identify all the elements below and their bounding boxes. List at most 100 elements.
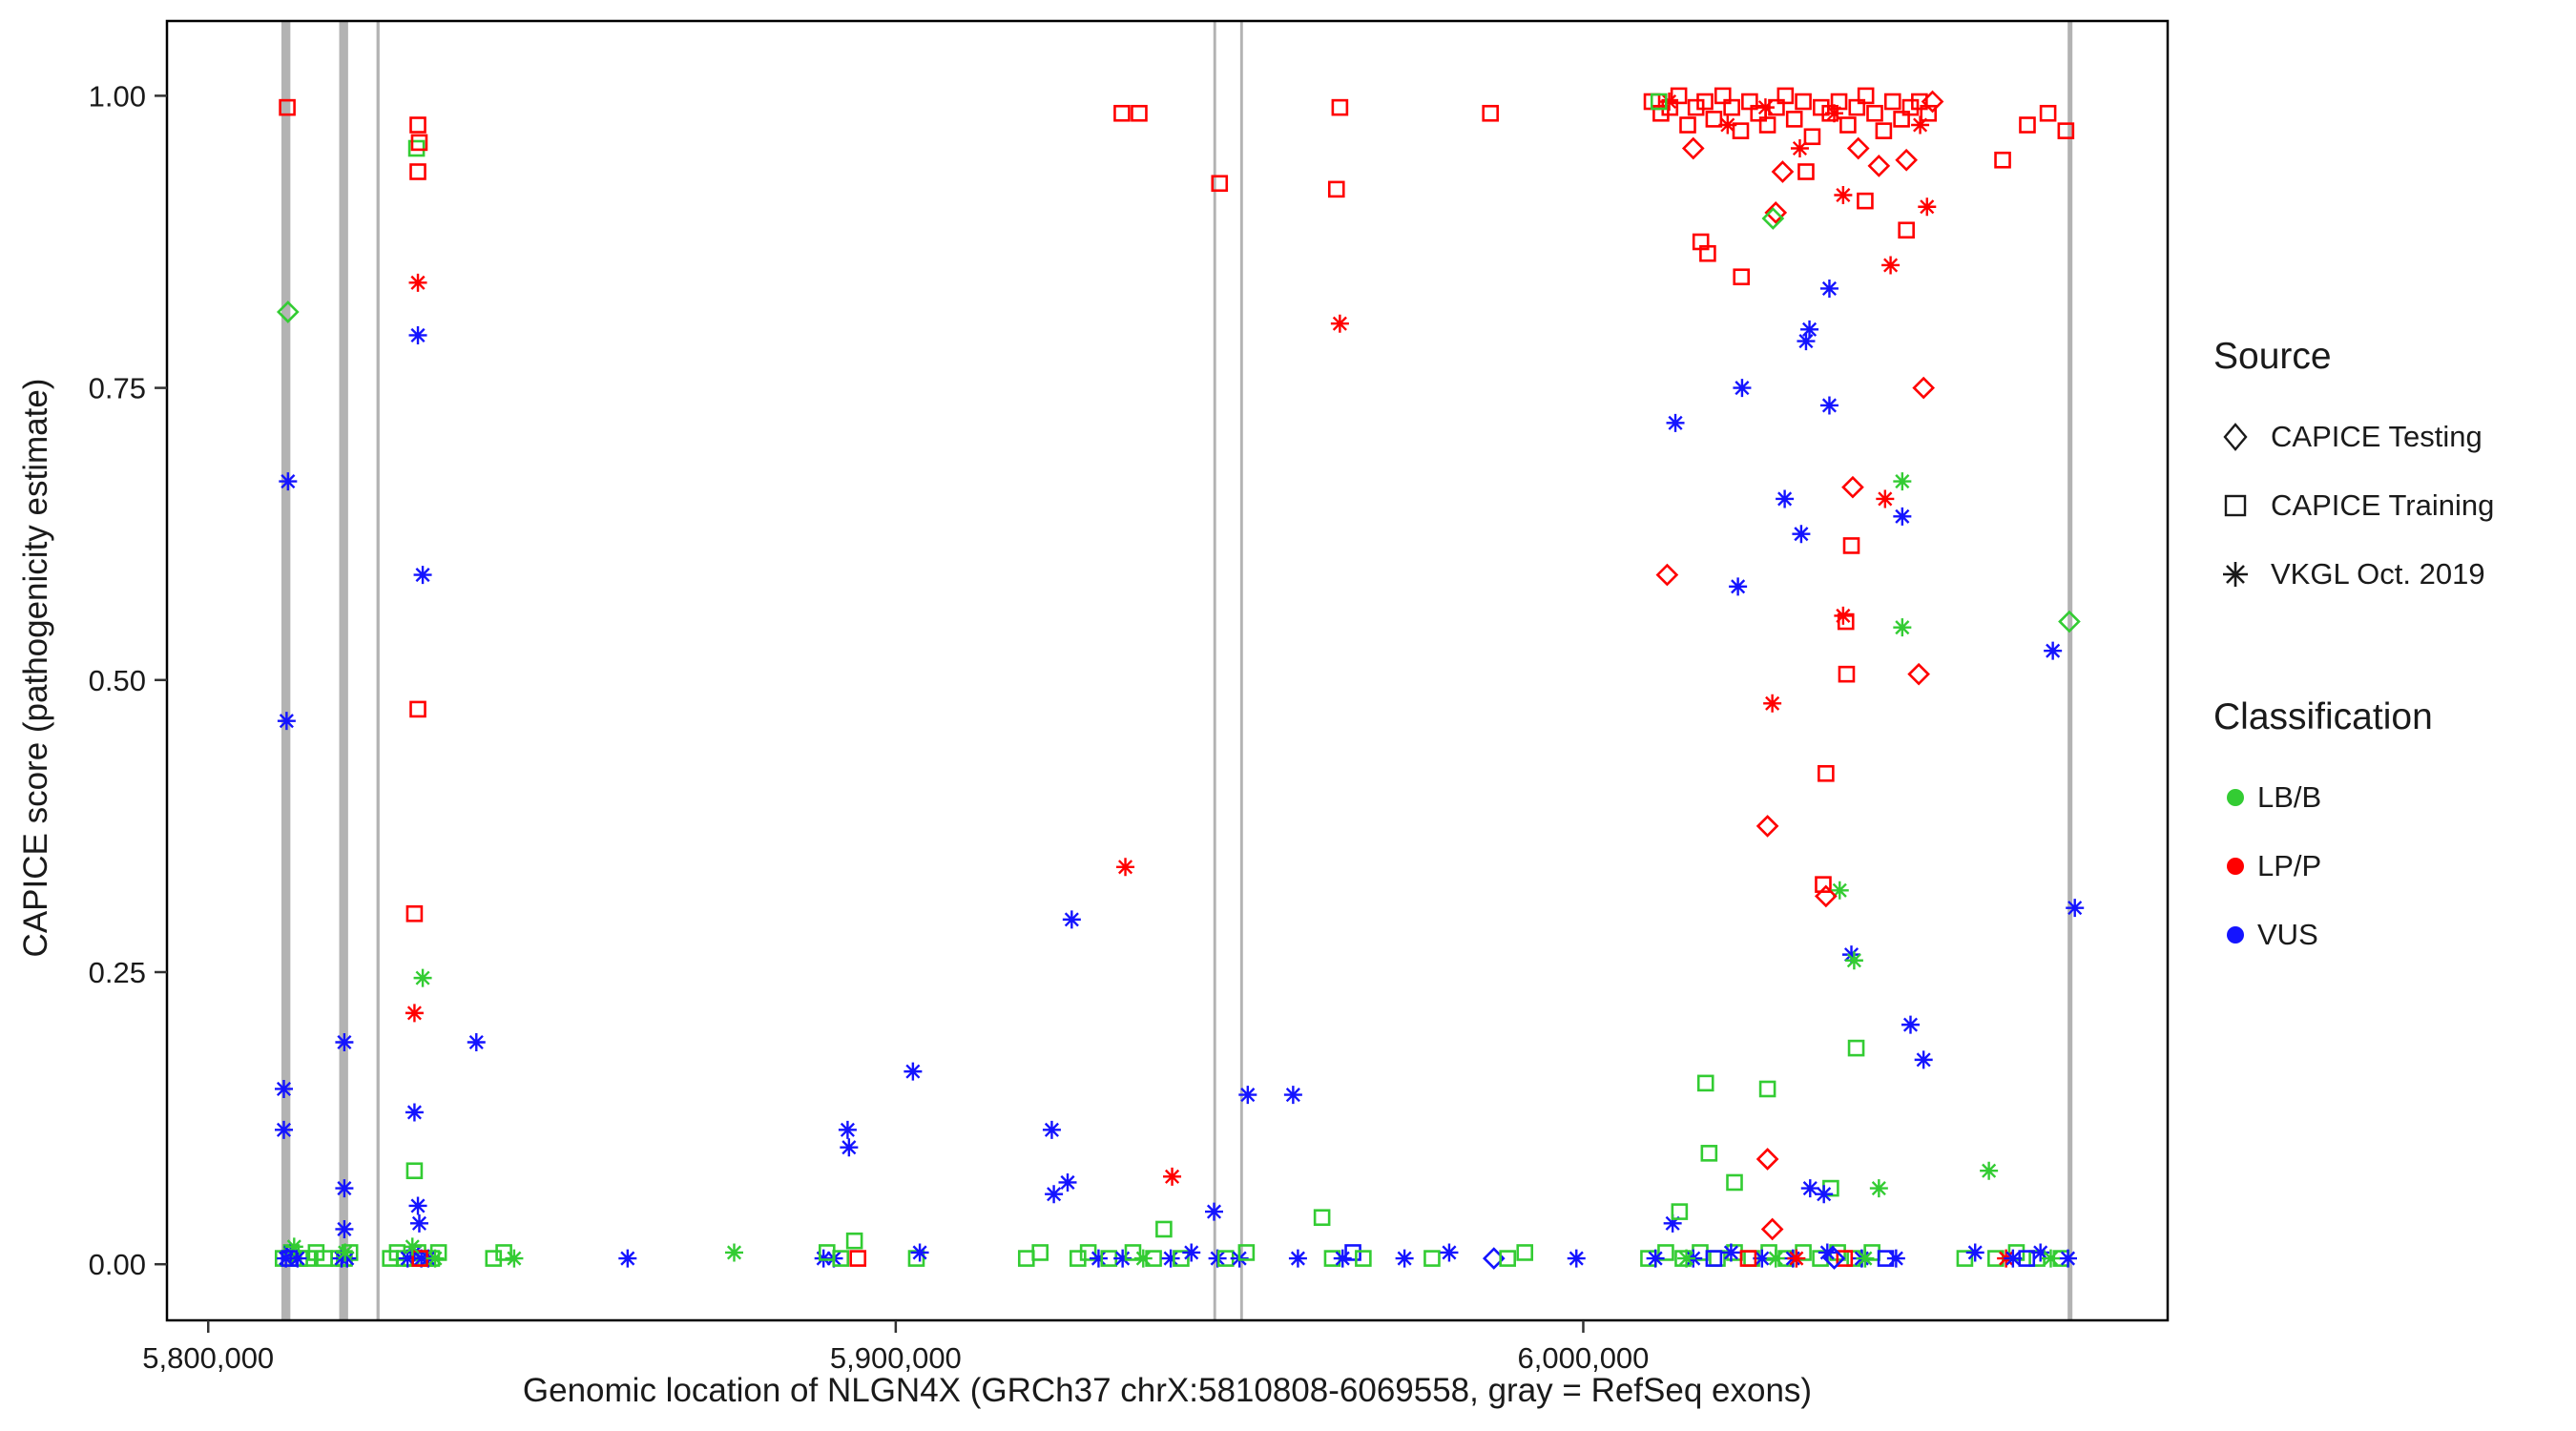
data-point (405, 1103, 424, 1122)
data-point (1516, 1244, 1534, 1261)
data-point (1058, 1172, 1077, 1192)
legend-item-vkgl: VKGL Oct. 2019 (2213, 540, 2494, 609)
data-point (1921, 90, 1944, 114)
data-point (845, 1232, 863, 1250)
data-point (1499, 1250, 1517, 1267)
data-point (277, 712, 296, 731)
data-point (413, 968, 432, 987)
legend-item-vus: VUS (2213, 901, 2494, 969)
legend-source-block: Source CAPICE Testing CAPICE Training VK… (2213, 336, 2494, 609)
data-point (1901, 98, 1920, 116)
data-point (1800, 1179, 1819, 1198)
data-point (1980, 1161, 1999, 1180)
data-point (1818, 764, 1835, 782)
data-point (408, 273, 427, 292)
data-point (410, 134, 428, 152)
data-point (2057, 122, 2075, 139)
data-point (1893, 472, 1912, 491)
x-axis-title: Genomic location of NLGN4X (GRCh37 chrX:… (522, 1372, 1813, 1409)
data-point (832, 1250, 850, 1267)
data-point (2007, 1244, 2025, 1261)
data-point (1819, 396, 1839, 415)
asterisk-icon (2223, 562, 2248, 587)
data-point (1965, 1243, 1984, 1262)
data-point (408, 325, 427, 344)
data-point (1124, 1244, 1142, 1261)
data-point (1761, 207, 1785, 230)
data-point (1877, 1250, 1895, 1267)
data-point (1776, 489, 1795, 508)
data-point (1911, 115, 1930, 135)
data-point (1657, 1244, 1674, 1261)
data-point (814, 1249, 833, 1268)
data-point (1237, 1244, 1256, 1261)
data-point (1696, 1074, 1714, 1092)
data-point (1792, 525, 1811, 544)
data-point (335, 1219, 354, 1238)
data-point (1652, 104, 1670, 122)
data-point (1848, 98, 1866, 116)
data-point (1760, 1217, 1784, 1241)
x-tick-label: 5,900,000 (830, 1341, 962, 1375)
data-point (1331, 98, 1349, 116)
data-point (1842, 537, 1860, 554)
data-point (1238, 1086, 1257, 1105)
data-point (335, 1032, 354, 1051)
data-point (1031, 1244, 1049, 1261)
data-point (2031, 1243, 2050, 1262)
y-tick-label: 0.50 (89, 664, 146, 697)
data-point (279, 98, 296, 116)
legend-source-title: Source (2213, 336, 2332, 377)
data-point (1733, 379, 1752, 398)
data-point (1834, 606, 1853, 625)
data-point (1883, 93, 1901, 111)
data-point (1173, 1250, 1190, 1267)
data-point (1182, 1243, 1201, 1262)
data-point (904, 1062, 923, 1081)
data-point (1771, 160, 1795, 183)
data-point (1912, 376, 1936, 400)
data-point (1670, 87, 1688, 105)
circle-icon (2227, 858, 2244, 875)
data-point (1911, 93, 1928, 111)
data-point (1886, 1249, 1905, 1268)
data-point (1663, 1213, 1682, 1233)
legend-item-label: VUS (2257, 918, 2318, 951)
data-point (1994, 151, 2011, 169)
data-point (1079, 1244, 1097, 1261)
data-point (1327, 180, 1345, 198)
x-tick-label: 6,000,000 (1518, 1341, 1650, 1375)
data-point (1834, 185, 1853, 204)
data-point (1330, 314, 1349, 333)
legend-item-label: CAPICE Testing (2271, 420, 2483, 453)
data-point (275, 1120, 294, 1139)
data-point (1687, 98, 1705, 116)
data-point (1815, 876, 1832, 893)
data-point (1161, 1249, 1180, 1268)
data-point (1907, 662, 1930, 686)
data-point (1313, 1209, 1331, 1227)
data-point (2066, 899, 2085, 918)
legend-item-label: CAPICE Training (2271, 488, 2495, 522)
data-point (2059, 1249, 2078, 1268)
data-point (426, 1249, 445, 1268)
y-tick-label: 0.25 (89, 956, 146, 989)
data-point (1131, 104, 1148, 122)
data-point (1017, 1250, 1035, 1267)
data-point (1714, 87, 1732, 105)
data-point (1755, 1148, 1779, 1171)
data-point (1898, 221, 1915, 239)
data-point (405, 1004, 424, 1023)
data-point (1355, 1250, 1372, 1267)
data-point (1800, 320, 1819, 339)
data-point (618, 1249, 637, 1268)
exon-bar (2067, 21, 2073, 1320)
data-point (2019, 116, 2036, 134)
data-point (1787, 1249, 1806, 1268)
data-point (1696, 93, 1714, 111)
data-point (1344, 1244, 1361, 1261)
data-point (1785, 111, 1803, 128)
exon-bar (339, 21, 348, 1320)
data-point (1918, 197, 1937, 217)
